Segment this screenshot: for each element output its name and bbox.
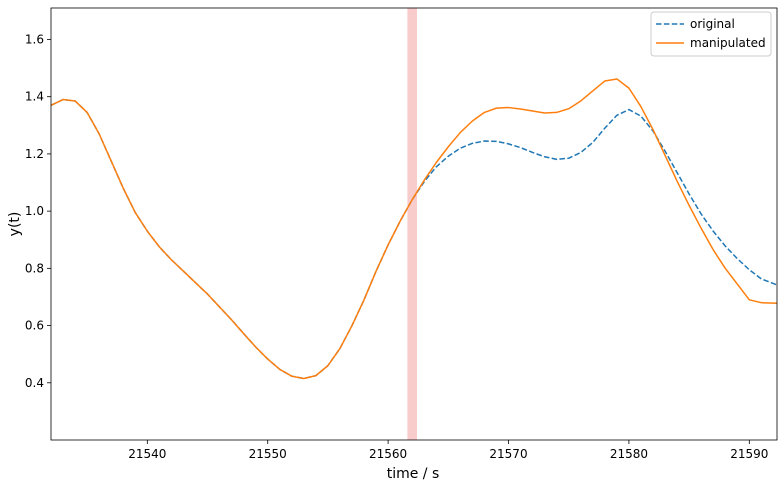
y-tick-label: 1.4 (25, 90, 44, 104)
plot-area (51, 8, 777, 440)
x-tick-label: 21540 (128, 447, 166, 461)
y-axis-ticks: 0.4 0.6 0.8 1.0 1.2 1.4 1.6 (25, 32, 51, 390)
legend: original manipulated (650, 11, 772, 57)
x-tick-label: 21560 (369, 447, 407, 461)
x-tick-label: 21550 (249, 447, 287, 461)
y-tick-label: 0.8 (25, 261, 44, 275)
x-tick-label: 21580 (610, 447, 648, 461)
highlight-span (407, 8, 418, 440)
y-tick-label: 1.2 (25, 147, 44, 161)
x-tick-label: 21570 (489, 447, 527, 461)
legend-label-original: original (690, 17, 735, 31)
x-tick-label: 21590 (730, 447, 768, 461)
legend-label-manipulated: manipulated (690, 36, 766, 50)
x-axis-ticks: 21540 21550 21560 21570 21580 21590 (128, 440, 768, 461)
x-axis-label: time / s (387, 466, 440, 482)
y-axis-label: y(t) (7, 212, 23, 237)
plot-frame (50, 7, 778, 441)
y-tick-label: 0.4 (25, 376, 44, 390)
y-tick-label: 1.0 (25, 204, 44, 218)
series-line-manipulated (51, 78, 777, 380)
y-tick-label: 0.6 (25, 319, 44, 333)
y-tick-label: 1.6 (25, 32, 44, 46)
legend-box (650, 11, 772, 57)
